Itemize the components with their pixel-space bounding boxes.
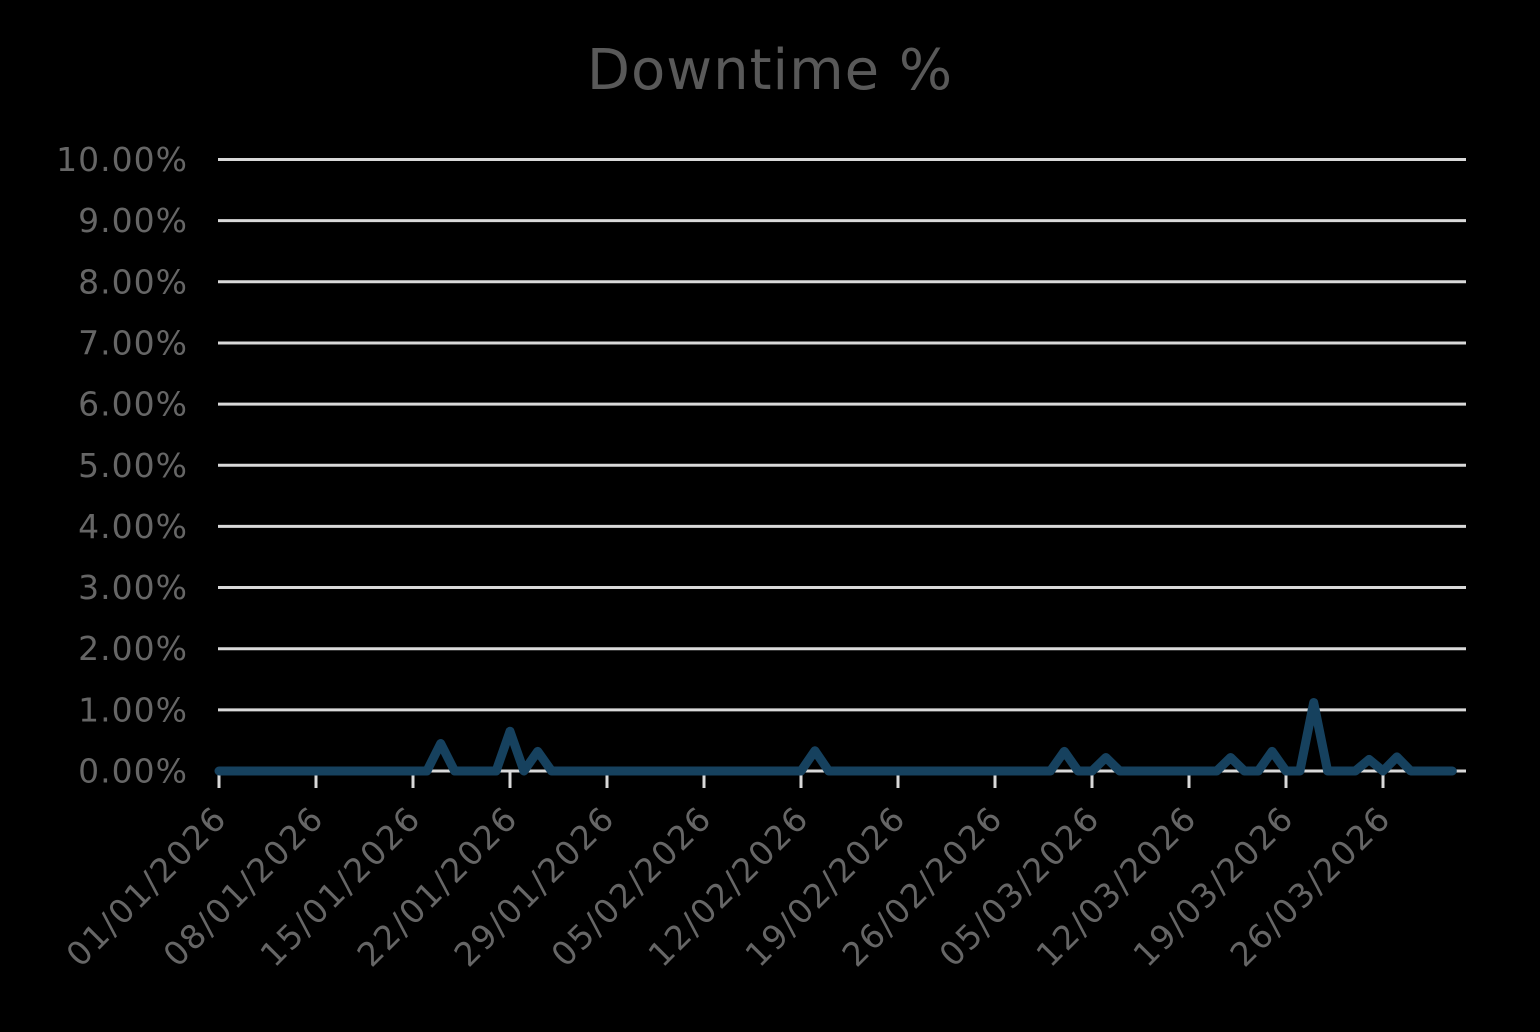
y-tick-label: 10.00% — [56, 140, 188, 179]
y-tick-label: 7.00% — [78, 323, 188, 362]
y-tick-label: 4.00% — [78, 507, 188, 546]
y-tick-label: 2.00% — [78, 629, 188, 668]
y-tick-label: 6.00% — [78, 385, 188, 424]
y-tick-label: 1.00% — [78, 690, 188, 729]
y-tick-label: 9.00% — [78, 201, 188, 240]
y-tick-label: 5.00% — [78, 446, 188, 485]
y-tick-label: 0.00% — [78, 752, 188, 791]
y-tick-label: 3.00% — [78, 568, 188, 607]
y-tick-label: 8.00% — [78, 262, 188, 301]
downtime-series-line — [214, 698, 1457, 776]
chart-title: Downtime % — [586, 38, 954, 103]
